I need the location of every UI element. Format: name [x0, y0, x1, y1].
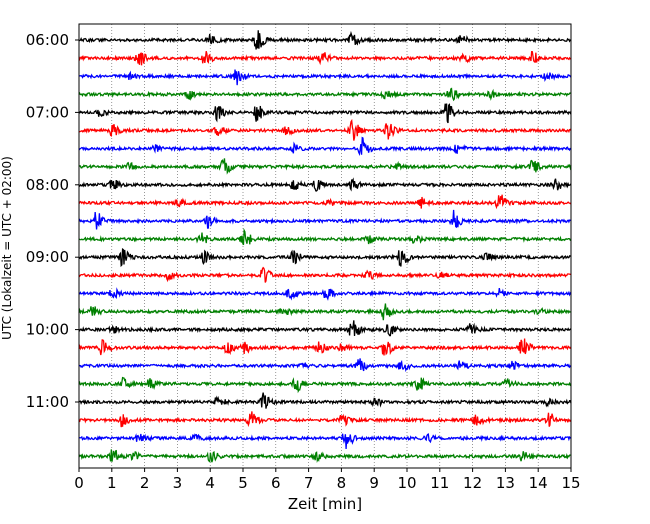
seismic-trace-1045 [78, 376, 572, 394]
y-tick-label: 06:00 [26, 31, 69, 49]
seismic-trace-0900 [78, 247, 572, 268]
x-tick-label: 3 [173, 474, 183, 492]
seismic-traces [78, 30, 572, 464]
seismic-trace-0715 [78, 118, 572, 141]
x-tick-label: 2 [140, 474, 150, 492]
seismic-trace-1030 [78, 358, 572, 373]
x-tick-label: 4 [205, 474, 215, 492]
y-tick-label: 08:00 [26, 176, 69, 194]
y-axis-label: UTC (Lokalzeit = UTC + 02:00) [0, 156, 14, 340]
y-tick-label: 11:00 [26, 393, 69, 411]
seismic-trace-0645 [78, 87, 572, 102]
seismic-trace-0830 [78, 209, 572, 230]
x-tick-label: 9 [369, 474, 379, 492]
x-tick-label: 1 [107, 474, 117, 492]
y-axis-ticks: 06:00 07:00 08:00 09:00 10:00 11:00 [26, 31, 79, 411]
x-tick-label: 5 [238, 474, 248, 492]
vertical-grid [111, 24, 539, 468]
x-tick-label: 10 [397, 474, 416, 492]
y-tick-label: 10:00 [26, 321, 69, 339]
plot-frame [78, 23, 572, 469]
seismic-trace-1100 [78, 392, 572, 409]
seismic-trace-1015 [78, 338, 572, 356]
seismic-trace-0845 [78, 227, 572, 246]
x-axis-ticks: 0 1 2 3 4 5 6 7 8 9 10 11 12 13 14 15 [74, 468, 581, 492]
x-tick-label: 13 [496, 474, 515, 492]
x-tick-label: 15 [561, 474, 580, 492]
x-tick-label: 0 [74, 474, 84, 492]
seismic-trace-0930 [78, 287, 572, 301]
y-tick-label: 07:00 [26, 103, 69, 121]
seismic-trace-1115 [78, 411, 572, 428]
x-tick-label: 8 [337, 474, 347, 492]
seismic-trace-0745 [78, 158, 572, 175]
seismic-trace-0615 [78, 50, 572, 66]
x-tick-label: 11 [430, 474, 449, 492]
seismic-trace-1145 [78, 449, 572, 464]
x-tick-label: 14 [529, 474, 548, 492]
x-axis-label: Zeit [min] [288, 495, 362, 513]
x-tick-label: 6 [271, 474, 281, 492]
seismic-trace-0800 [78, 177, 572, 192]
seismic-trace-0815 [78, 194, 572, 210]
x-tick-label: 12 [463, 474, 482, 492]
seismic-trace-0700 [78, 103, 572, 124]
y-tick-label: 09:00 [26, 248, 69, 266]
seismic-trace-0915 [78, 266, 572, 283]
seismic-trace-0945 [78, 303, 572, 321]
seismic-trace-0730 [78, 136, 571, 156]
seismic-trace-0600 [78, 30, 572, 50]
seismic-trace-1000 [78, 320, 572, 337]
seismic-trace-1130 [78, 433, 572, 449]
x-tick-label: 7 [304, 474, 314, 492]
seismic-trace-0630 [78, 69, 572, 86]
